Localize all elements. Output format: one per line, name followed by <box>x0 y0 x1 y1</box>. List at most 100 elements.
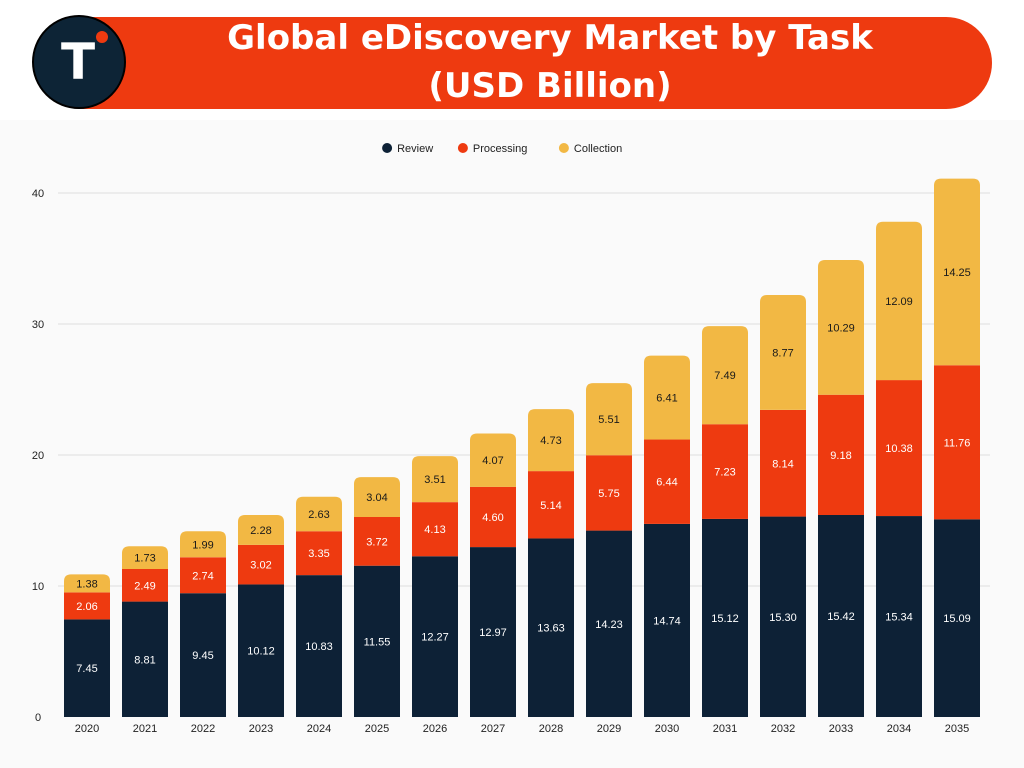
data-label: 11.76 <box>944 437 971 449</box>
bar-segment-review <box>64 619 110 717</box>
data-label: 15.09 <box>943 613 971 625</box>
data-label: 2.28 <box>250 525 271 537</box>
data-label: 2.63 <box>308 509 329 521</box>
bar-segment-review <box>644 523 690 717</box>
bar-segment-processing <box>702 424 748 519</box>
x-tick-label: 2021 <box>133 723 157 735</box>
bar-segment-collection <box>934 178 980 366</box>
y-tick-label: 0 <box>35 712 41 724</box>
data-label: 6.41 <box>656 393 677 405</box>
data-label: 13.63 <box>537 623 565 635</box>
legend-marker-collection <box>558 143 569 153</box>
data-label: 5.14 <box>540 500 561 512</box>
x-tick-label: 2030 <box>655 723 679 735</box>
x-tick-label: 2024 <box>307 723 331 735</box>
stacked-bar-chart: 0102030407.452.061.3820208.812.491.73202… <box>32 143 990 735</box>
x-tick-label: 2022 <box>191 723 215 735</box>
data-label: 8.81 <box>134 654 155 666</box>
data-label: 10.29 <box>827 322 855 334</box>
legend-label: Collection <box>574 143 622 155</box>
x-tick-label: 2027 <box>481 723 505 735</box>
data-label: 10.38 <box>885 443 913 455</box>
bar-segment-processing <box>354 516 400 566</box>
bar-segment-collection <box>586 383 632 456</box>
bar-segment-collection <box>64 574 110 593</box>
bar-segment-collection <box>876 221 922 381</box>
data-label: 1.73 <box>134 553 155 565</box>
bar-segment-processing <box>528 471 574 539</box>
data-label: 8.77 <box>772 347 793 359</box>
data-label: 5.75 <box>598 488 619 500</box>
data-label: 11.55 <box>364 636 391 648</box>
chart-title: Global eDiscovery Market by Task (USD Bi… <box>150 14 950 110</box>
data-label: 15.34 <box>885 612 913 624</box>
data-label: 5.51 <box>598 414 619 426</box>
x-tick-label: 2035 <box>945 723 969 735</box>
bar-segment-processing <box>180 557 226 594</box>
bar-segment-collection <box>528 409 574 472</box>
data-label: 7.23 <box>714 467 735 479</box>
x-tick-label: 2028 <box>539 723 563 735</box>
bar-segment-review <box>818 514 864 717</box>
bar-segment-collection <box>180 531 226 558</box>
y-tick-label: 40 <box>32 188 44 200</box>
bar-segment-review <box>760 516 806 717</box>
bar-segment-processing <box>818 394 864 515</box>
x-tick-label: 2033 <box>829 723 853 735</box>
bar-segment-processing <box>122 568 168 602</box>
data-label: 14.25 <box>943 267 971 279</box>
bar-segment-collection <box>238 514 284 545</box>
y-tick-label: 20 <box>32 450 44 462</box>
logo-letter: T <box>60 33 96 91</box>
data-label: 12.27 <box>421 632 449 644</box>
bar-segment-collection <box>354 477 400 517</box>
bar-segment-processing <box>412 502 458 557</box>
legend-label: Review <box>397 143 433 155</box>
legend-marker-processing <box>457 143 468 153</box>
y-tick-label: 10 <box>32 581 44 593</box>
data-label: 15.42 <box>827 611 855 623</box>
x-tick-label: 2025 <box>365 723 389 735</box>
bar-segment-processing <box>934 365 980 520</box>
bar-segment-processing <box>760 409 806 517</box>
data-label: 6.44 <box>656 477 677 489</box>
chart-title-line2: (USD Billion) <box>428 66 672 106</box>
data-label: 3.51 <box>424 474 445 486</box>
x-tick-label: 2023 <box>249 723 273 735</box>
bar-segment-review <box>528 538 574 717</box>
data-label: 2.06 <box>76 601 97 613</box>
x-tick-label: 2026 <box>423 723 447 735</box>
data-label: 9.18 <box>830 450 851 462</box>
bar-segment-review <box>876 516 922 717</box>
bar-segment-processing <box>470 486 516 548</box>
title-banner <box>35 17 992 109</box>
data-label: 3.04 <box>366 492 387 504</box>
bar-segment-processing <box>586 455 632 531</box>
data-label: 12.97 <box>479 627 507 639</box>
bar-segment-collection <box>644 355 690 440</box>
data-label: 4.73 <box>540 435 561 447</box>
bar-segment-review <box>702 518 748 717</box>
data-label: 7.49 <box>714 370 735 382</box>
data-label: 10.12 <box>247 646 275 658</box>
chart-area: 0 10 20 30 40 7.45 2.06 1.38 2020 8.81 2.49 1.73 202… <box>0 120 1024 768</box>
bar-segment-processing <box>238 544 284 585</box>
x-tick-label: 2020 <box>75 723 99 735</box>
data-label: 4.60 <box>482 512 503 524</box>
bar-segment-processing <box>296 531 342 576</box>
x-tick-label: 2034 <box>887 723 911 735</box>
data-label: 15.12 <box>711 613 739 625</box>
data-label: 9.45 <box>192 650 213 662</box>
bar-segment-review <box>412 556 458 717</box>
x-tick-label: 2029 <box>597 723 621 735</box>
chart-title-line1: Global eDiscovery Market by Task <box>227 18 873 58</box>
bar-segment-review <box>586 530 632 717</box>
bar-segment-collection <box>296 496 342 532</box>
bar-segment-processing <box>644 439 690 524</box>
data-label: 3.02 <box>250 560 271 572</box>
bar-segment-review <box>238 584 284 717</box>
bar-segment-review <box>122 601 168 717</box>
data-label: 2.49 <box>134 580 155 592</box>
bar-segment-processing <box>876 380 922 517</box>
data-label: 3.72 <box>366 536 387 548</box>
